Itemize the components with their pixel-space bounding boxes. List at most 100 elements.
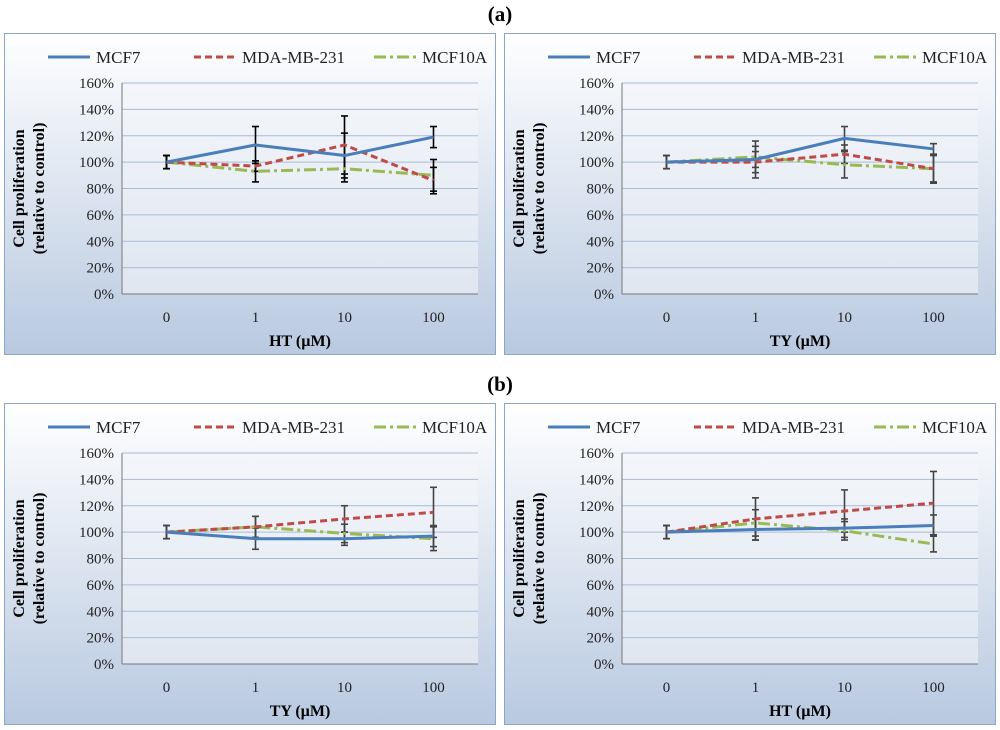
series-line-mcf7 [666,136,934,164]
y-axis-title: Cell proliferation [11,129,28,247]
series-line-mcf7 [166,530,434,541]
x-tick-label: 10 [337,680,352,696]
y-tick-label: 0% [94,657,114,673]
legend-label: MCF10A [422,48,488,67]
x-tick-label: 1 [752,680,760,696]
y-tick-label: 20% [587,631,615,647]
y-tick-label: 100% [79,155,114,171]
x-axis-title: HT (µM) [769,703,831,720]
panel-label-b: (b) [487,372,513,396]
chart-svg: 0% 20% 40% 60% 80% 100% 120% 140% 160% 0 1 10 100 HT … [504,403,996,725]
y-tick-label: 140% [579,472,614,488]
x-tick-label: 0 [663,680,671,696]
chart-b-ty: 0% 20% 40% 60% 80% 100% 120% 140% 160% 0 1 10 100 TY … [4,403,496,730]
x-tick-label: 100 [422,310,445,326]
legend-label: MDA-MB-231 [242,48,345,67]
y-axis-title: Cell proliferation [511,499,528,617]
y-axis-title: (relative to control) [531,123,548,255]
error-bar [252,160,259,183]
y-tick-label: 160% [579,76,614,92]
x-tick-label: 0 [663,310,671,326]
x-tick-label: 0 [163,310,171,326]
y-tick-label: 100% [579,155,614,171]
y-axis-title: Cell proliferation [511,129,528,247]
chart-a-ht: 0% 20% 40% 60% 80% 100% 120% 140% 160% 0 1 10 100 HT … [4,33,496,360]
y-axis-title: (relative to control) [531,493,548,625]
x-axis-title: TY (µM) [770,333,831,350]
series-line-mda-mb-231 [166,510,434,534]
y-tick-label: 20% [87,631,115,647]
series-line-mcf10a [166,525,434,541]
legend-label: MDA-MB-231 [742,418,845,437]
chart-svg: 0% 20% 40% 60% 80% 100% 120% 140% 160% 0 1 10 100 TY … [504,33,996,355]
y-tick-label: 160% [79,446,114,462]
y-tick-label: 40% [587,234,615,250]
series-line-mcf10a [166,160,434,177]
y-tick-label: 80% [587,182,615,198]
legend-label: MCF7 [596,48,641,67]
y-axis-title: (relative to control) [31,123,48,255]
error-bar [430,158,437,192]
y-axis-title: Cell proliferation [11,499,28,617]
y-tick-label: 80% [587,552,615,568]
y-tick-label: 100% [579,525,614,541]
y-tick-label: 80% [87,182,115,198]
y-tick-label: 120% [579,129,614,145]
x-tick-label: 100 [922,310,945,326]
y-tick-label: 0% [594,657,614,673]
x-tick-label: 10 [837,310,852,326]
y-tick-label: 160% [579,446,614,462]
x-tick-label: 1 [252,310,260,326]
y-tick-label: 40% [587,604,615,620]
series-line-mda-mb-231 [666,501,934,534]
y-tick-label: 20% [587,261,615,277]
legend-label: MCF7 [96,418,141,437]
series-line-mcf7 [166,135,434,164]
chart-svg: 0% 20% 40% 60% 80% 100% 120% 140% 160% 0 1 10 100 TY … [4,403,496,725]
series-line-mcf10a [666,521,934,546]
x-tick-label: 100 [922,680,945,696]
legend-label: MDA-MB-231 [742,48,845,67]
error-bar [752,145,759,169]
legend-label: MCF10A [422,418,488,437]
legend-label: MCF10A [922,48,988,67]
x-tick-label: 10 [337,310,352,326]
chart-svg: 0% 20% 40% 60% 80% 100% 120% 140% 160% 0 1 10 100 HT … [4,33,496,355]
y-tick-label: 120% [579,499,614,515]
chart-b-ht: 0% 20% 40% 60% 80% 100% 120% 140% 160% 0 1 10 100 HT … [504,403,996,730]
y-tick-label: 60% [87,208,115,224]
panel-label-a: (a) [487,2,513,26]
x-tick-label: 1 [252,680,260,696]
x-tick-label: 0 [163,680,171,696]
y-axis-title: (relative to control) [31,493,48,625]
legend-label: MCF10A [922,418,988,437]
legend-label: MCF7 [96,48,141,67]
y-tick-label: 120% [79,129,114,145]
y-tick-label: 140% [579,102,614,118]
legend-label: MCF7 [596,418,641,437]
y-tick-label: 60% [587,578,615,594]
y-tick-label: 40% [87,234,115,250]
y-tick-label: 60% [87,578,115,594]
y-tick-label: 120% [79,499,114,515]
error-bar [930,535,937,553]
series-line-mcf10a [666,155,934,171]
x-axis-title: TY (µM) [270,703,331,720]
y-tick-label: 0% [594,287,614,303]
x-tick-label: 100 [422,680,445,696]
legend-label: MDA-MB-231 [242,418,345,437]
y-tick-label: 100% [79,525,114,541]
x-axis-title: HT (µM) [269,333,331,350]
chart-a-ty: 0% 20% 40% 60% 80% 100% 120% 140% 160% 0 1 10 100 TY … [504,33,996,360]
x-tick-label: 1 [752,310,760,326]
y-tick-label: 60% [587,208,615,224]
y-tick-label: 140% [79,472,114,488]
y-tick-label: 140% [79,102,114,118]
series-line-mcf7 [666,524,934,534]
series-line-mda-mb-231 [166,143,435,182]
y-tick-label: 160% [79,76,114,92]
error-bar [930,470,937,536]
error-bar [752,508,759,537]
error-bar [430,526,437,552]
y-tick-label: 40% [87,604,115,620]
